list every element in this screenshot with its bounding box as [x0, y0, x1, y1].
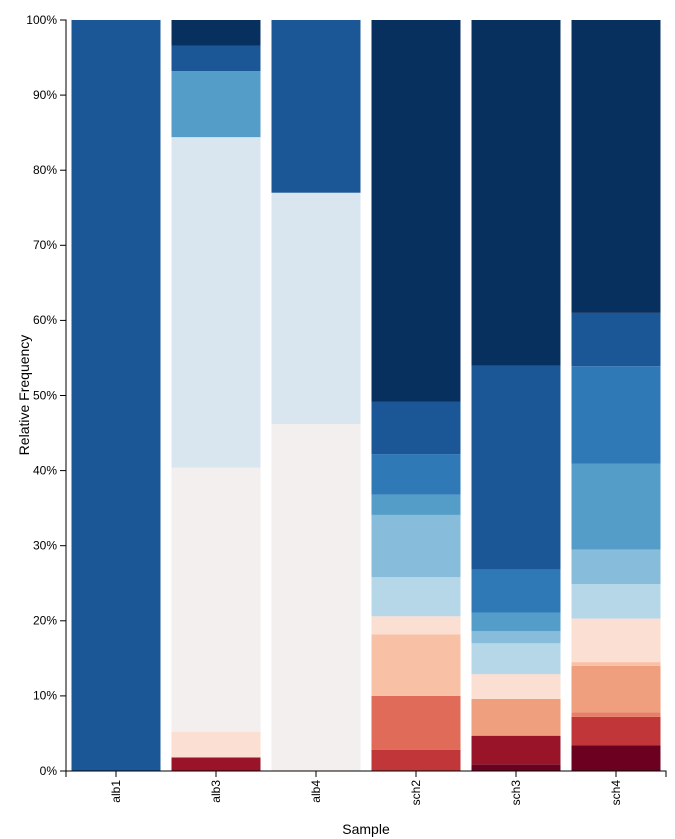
bar-segment-sch4-8	[571, 463, 661, 550]
x-tick-label-sch3: sch3	[509, 780, 523, 806]
bar-segment-sch2-2	[371, 634, 461, 696]
bar-segment-sch4-3	[571, 665, 661, 713]
bar-segment-sch2-6	[371, 494, 461, 515]
bar-segment-sch3-5	[471, 631, 561, 644]
y-tick-label-6: 60%	[33, 313, 57, 327]
y-tick-label-0: 0%	[40, 764, 58, 778]
bar-segment-sch2-9	[371, 20, 461, 402]
bar-segment-sch4-7	[571, 549, 661, 585]
bar-segment-alb3-5	[171, 45, 261, 72]
bar-segment-sch2-0	[371, 749, 461, 771]
bar-segment-sch4-9	[571, 366, 661, 464]
bar-segment-sch3-2	[471, 698, 561, 736]
bar-segment-sch3-1	[471, 735, 561, 765]
y-tick-label-8: 80%	[33, 163, 57, 177]
bar-segment-sch4-5	[571, 618, 661, 663]
x-tick-label-sch2: sch2	[409, 780, 423, 806]
bar-segment-alb4-2	[271, 20, 361, 193]
bar-segment-alb3-3	[171, 137, 261, 468]
bar-segment-sch4-2	[571, 712, 661, 717]
bar-segment-sch4-6	[571, 584, 661, 619]
bar-segment-alb3-0	[171, 757, 261, 771]
y-tick-label-2: 20%	[33, 614, 57, 628]
bar-segment-alb3-1	[171, 731, 261, 758]
bar-segment-sch3-4	[471, 643, 561, 675]
x-axis-line	[65, 770, 667, 777]
x-tick-label-alb3: alb3	[209, 780, 223, 803]
x-tick-label-alb1: alb1	[109, 780, 123, 803]
y-tick-label-3: 30%	[33, 539, 57, 553]
x-axis: alb1 alb3 alb4 sch2 sch3 sch4	[65, 770, 667, 806]
y-tick-label-4: 40%	[33, 463, 57, 477]
bar-segment-sch3-3	[471, 674, 561, 699]
bar-segment-sch2-4	[371, 577, 461, 617]
y-tick-label-5: 50%	[33, 388, 57, 402]
x-tick-label-sch4: sch4	[609, 780, 623, 806]
y-tick-label-7: 70%	[33, 238, 57, 252]
bar-segment-alb3-6	[171, 20, 261, 46]
bar-segment-alb4-0	[271, 424, 361, 771]
bar-segment-alb4-1	[271, 192, 361, 425]
x-axis-title: Sample	[342, 821, 390, 837]
y-tick-label-9: 90%	[33, 88, 57, 102]
y-tick-label-10: 100%	[26, 13, 57, 27]
bar-segment-sch4-0	[571, 745, 661, 771]
bar-segment-sch3-7	[471, 569, 561, 613]
bar-segment-sch2-8	[371, 401, 461, 455]
bar-segment-sch2-3	[371, 616, 461, 635]
bar-segment-alb3-4	[171, 71, 261, 138]
bar-segment-sch4-4	[571, 662, 661, 666]
bar-segment-sch2-5	[371, 514, 461, 578]
y-tick-label-1: 10%	[33, 689, 57, 703]
bar-segment-sch2-7	[371, 454, 461, 495]
bar-segment-sch4-11	[571, 20, 661, 313]
bar-segment-sch3-9	[471, 20, 561, 366]
bar-segment-sch3-0	[471, 764, 561, 771]
x-tick-label-alb4: alb4	[309, 780, 323, 803]
bar-segment-sch3-8	[471, 365, 561, 570]
bar-segment-sch4-1	[571, 716, 661, 746]
y-axis: 0% 10% 20% 30% 40% 50% 60% 70% 80% 90% 100%	[26, 13, 67, 778]
bar-segment-sch4-10	[571, 312, 661, 367]
bars-group	[71, 20, 661, 771]
y-axis-title: Relative Frequency	[16, 335, 32, 456]
bar-segment-sch3-6	[471, 612, 561, 632]
bar-segment-alb1-0	[71, 20, 161, 771]
bar-segment-sch2-1	[371, 695, 461, 750]
bar-segment-alb3-2	[171, 467, 261, 732]
